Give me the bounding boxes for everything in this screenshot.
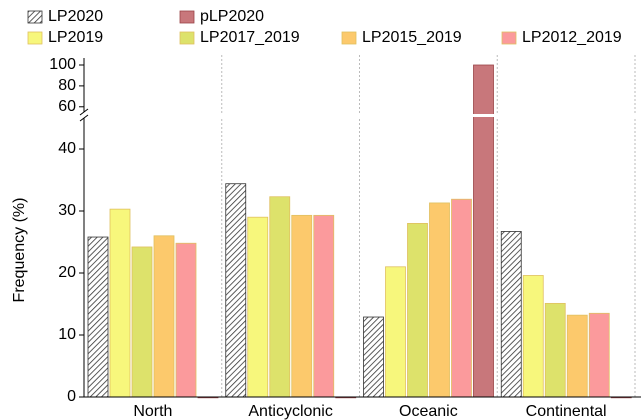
x-tick-label: Continental [526,403,607,420]
legend-swatch [179,10,195,24]
legend-label: LP2017_2019 [200,29,300,46]
bar [175,242,197,398]
bar [429,202,450,398]
bar [566,314,588,398]
legend-swatch [179,31,195,45]
bar [313,214,335,398]
bar [87,236,109,398]
legend-swatch [501,31,517,45]
bar [385,266,406,398]
bar [153,235,175,398]
legend-label: LP2015_2019 [362,29,462,46]
y-tick-label: 100 [49,56,76,73]
x-tick-label: Anticyclonic [248,403,332,420]
bar [544,302,566,398]
legend-label: LP2020 [48,8,103,25]
y-tick-label: 0 [67,388,76,405]
bar [269,196,291,398]
legend-label: LP2019 [48,29,103,46]
bar [109,208,131,398]
bar [451,198,472,398]
y-tick-label: 20 [58,264,76,281]
legend-swatch [341,31,357,45]
y-tick-label: 10 [58,326,76,343]
legend-label: LP2012_2019 [522,29,622,46]
axis-break-mark [79,108,89,116]
bar [363,316,384,398]
bar [131,246,153,398]
y-tick-label: 40 [58,140,76,157]
bar [588,312,610,398]
x-tick-label: Oceanic [399,403,458,420]
bar [500,231,522,398]
y-tick-label: 30 [58,202,76,219]
axis-break-gap [85,114,636,117]
bar [225,183,247,398]
bar [522,275,544,398]
legend-label: pLP2020 [200,8,264,25]
y-axis-label: Frequency (%) [11,198,28,303]
legend-swatch [27,31,43,45]
bar [247,216,269,398]
y-tick-label: 60 [58,98,76,115]
y-tick-label: 80 [58,77,76,94]
legend-swatch [27,10,43,24]
bar [407,222,428,398]
axis-break-mark [79,114,89,122]
x-tick-label: North [133,403,172,420]
bar [291,214,313,398]
